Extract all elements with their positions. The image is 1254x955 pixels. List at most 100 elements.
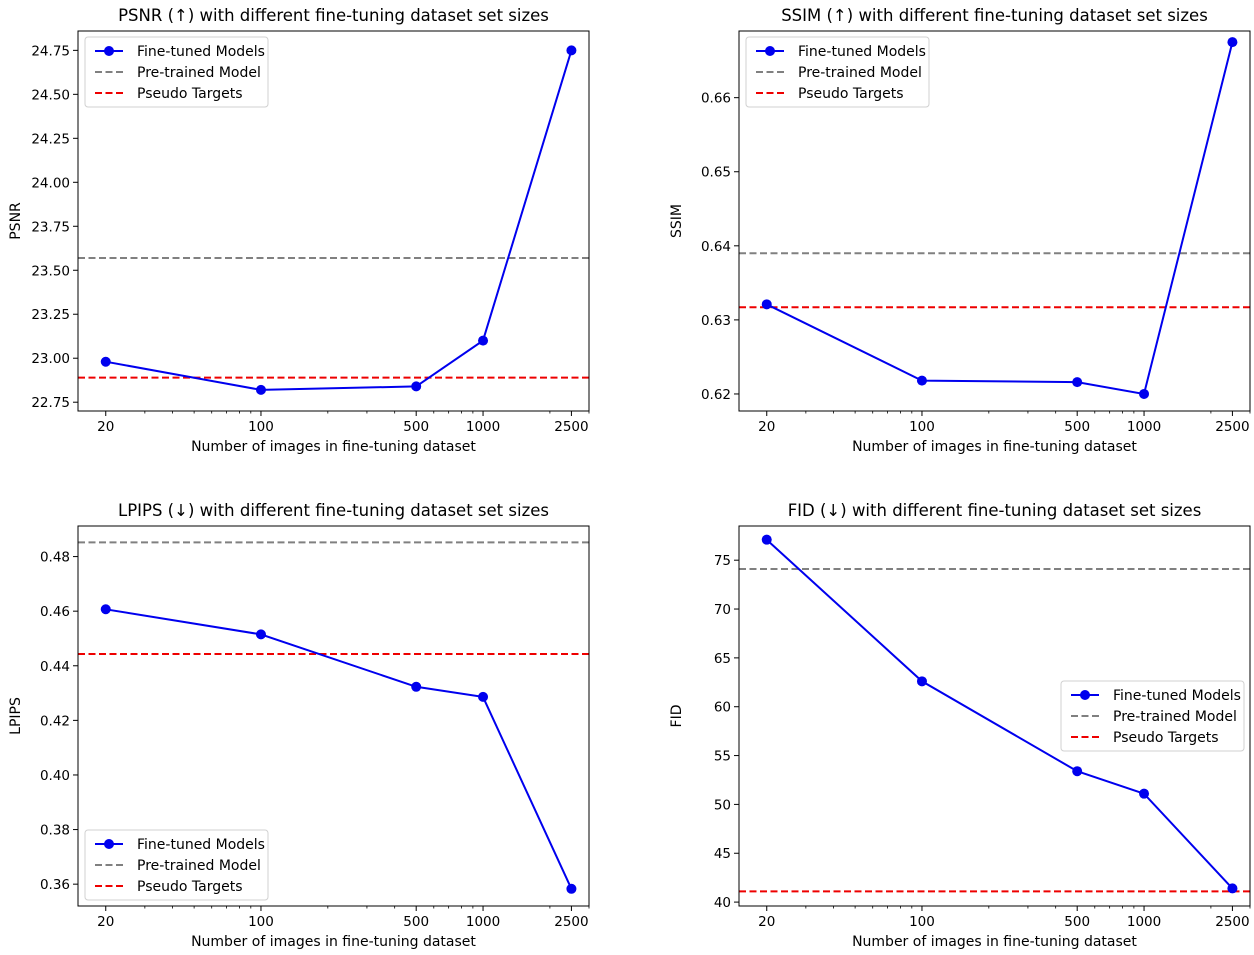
fine-tuned-point — [255, 629, 266, 640]
x-tick-label: 20 — [97, 419, 114, 435]
legend-fine-tuned-marker — [104, 46, 114, 56]
y-tick-label: 0.42 — [40, 713, 70, 729]
fine-tuned-point — [1072, 377, 1083, 388]
y-tick-label: 70 — [714, 602, 731, 618]
legend-fine-tuned-label: Fine-tuned Models — [798, 44, 926, 60]
y-tick-label: 24.00 — [31, 175, 70, 191]
x-tick-label: 2500 — [554, 914, 588, 930]
fine-tuned-point — [1227, 37, 1238, 48]
x-tick-label: 100 — [909, 914, 935, 930]
y-tick-label: 23.75 — [31, 219, 70, 235]
legend: Fine-tuned Models Pre-trained Model Pseudo… — [745, 36, 930, 108]
fine-tuned-point — [1072, 766, 1083, 777]
axes-frame — [77, 30, 590, 412]
x-tick-label: 500 — [403, 419, 429, 435]
x-tick-label: 500 — [1064, 419, 1090, 435]
x-tick-label: 1000 — [1127, 914, 1161, 930]
fine-tuned-point — [761, 534, 772, 545]
legend-fine-tuned-label: Fine-tuned Models — [137, 44, 265, 60]
y-tick-label: 0.38 — [40, 823, 70, 839]
x-tick-label: 2500 — [1215, 419, 1249, 435]
x-tick-label: 100 — [909, 419, 935, 435]
fine-tuned-point — [1227, 883, 1238, 894]
legend: Fine-tuned Models Pre-trained Model Pseudo… — [1060, 680, 1245, 752]
y-tick-label: 23.00 — [31, 351, 70, 367]
y-axis-label: LPIPS — [8, 697, 24, 735]
fine-tuned-point — [566, 45, 577, 56]
x-tick-label: 100 — [248, 419, 274, 435]
legend-pseudo-label: Pseudo Targets — [137, 879, 243, 895]
legend-pseudo-label: Pseudo Targets — [137, 86, 243, 102]
legend-box — [1060, 680, 1245, 752]
x-tick-label: 500 — [403, 914, 429, 930]
y-tick-label: 0.62 — [701, 387, 731, 403]
fine-tuned-point — [100, 604, 111, 615]
fine-tuned-point — [478, 335, 489, 346]
x-tick-label: 1000 — [1127, 419, 1161, 435]
y-tick-label: 23.25 — [31, 307, 70, 323]
chart-title: LPIPS (↓) with different fine-tuning dat… — [118, 501, 549, 520]
y-tick-label: 22.75 — [31, 395, 70, 411]
y-tick-label: 45 — [714, 846, 731, 862]
legend-pretrained-label: Pre-trained Model — [1113, 709, 1237, 725]
x-tick-label: 20 — [758, 419, 775, 435]
chart-panel-2: SSIM (↑) with different fine-tuning data… — [669, 6, 1251, 455]
x-axis-label: Number of images in fine-tuning dataset — [191, 439, 476, 455]
y-tick-label: 65 — [714, 651, 731, 667]
fine-tuned-point — [411, 381, 422, 392]
legend-pretrained-label: Pre-trained Model — [137, 65, 261, 81]
fine-tuned-point — [566, 883, 577, 894]
legend-fine-tuned-label: Fine-tuned Models — [1113, 688, 1241, 704]
legend-box — [745, 36, 930, 108]
y-tick-label: 0.46 — [40, 604, 70, 620]
fine-tuned-point — [916, 375, 927, 386]
y-tick-label: 0.48 — [40, 550, 70, 566]
fine-tuned-point — [761, 299, 772, 310]
axes-frame — [77, 525, 590, 907]
legend: Fine-tuned Models Pre-trained Model Pseudo… — [84, 829, 269, 901]
y-tick-label: 0.40 — [40, 768, 70, 784]
legend-fine-tuned-marker — [765, 46, 775, 56]
legend-box — [84, 36, 269, 108]
chart-panel-4: FID (↓) with different fine-tuning datas… — [669, 501, 1251, 950]
y-tick-label: 0.66 — [701, 91, 731, 107]
legend-fine-tuned-marker — [104, 839, 114, 849]
fine-tuned-point — [100, 356, 111, 367]
chart-title: PSNR (↑) with different fine-tuning data… — [118, 6, 549, 25]
y-tick-label: 24.50 — [31, 87, 70, 103]
chart-panel-3: LPIPS (↓) with different fine-tuning dat… — [8, 501, 590, 950]
y-tick-label: 40 — [714, 895, 731, 911]
fine-tuned-point — [411, 681, 422, 692]
y-tick-label: 75 — [714, 553, 731, 569]
axes-frame — [738, 30, 1251, 412]
x-tick-label: 2500 — [554, 419, 588, 435]
y-axis-label: SSIM — [669, 204, 685, 238]
legend-pseudo-label: Pseudo Targets — [798, 86, 904, 102]
chart-title: SSIM (↑) with different fine-tuning data… — [781, 6, 1208, 25]
legend-box — [84, 829, 269, 901]
y-tick-label: 0.64 — [701, 239, 731, 255]
y-tick-label: 24.25 — [31, 131, 70, 147]
fine-tuned-point — [478, 691, 489, 702]
x-axis-label: Number of images in fine-tuning dataset — [852, 934, 1137, 950]
chart-title: FID (↓) with different fine-tuning datas… — [788, 501, 1202, 520]
y-tick-label: 24.75 — [31, 43, 70, 59]
y-tick-label: 55 — [714, 749, 731, 765]
y-axis-label: PSNR — [8, 202, 24, 240]
legend-pretrained-label: Pre-trained Model — [137, 858, 261, 874]
x-tick-label: 100 — [248, 914, 274, 930]
fine-tuned-point — [1139, 788, 1150, 799]
axes-frame — [738, 525, 1251, 907]
y-tick-label: 50 — [714, 797, 731, 813]
legend-pseudo-label: Pseudo Targets — [1113, 730, 1219, 746]
legend-fine-tuned-label: Fine-tuned Models — [137, 837, 265, 853]
x-tick-label: 500 — [1064, 914, 1090, 930]
fine-tuned-point — [255, 384, 266, 395]
y-axis-label: FID — [669, 705, 685, 728]
x-tick-label: 1000 — [466, 914, 500, 930]
x-axis-label: Number of images in fine-tuning dataset — [852, 439, 1137, 455]
fine-tuned-point — [1139, 388, 1150, 399]
x-axis-label: Number of images in fine-tuning dataset — [191, 934, 476, 950]
y-tick-label: 0.63 — [701, 313, 731, 329]
y-tick-label: 0.44 — [40, 659, 70, 675]
